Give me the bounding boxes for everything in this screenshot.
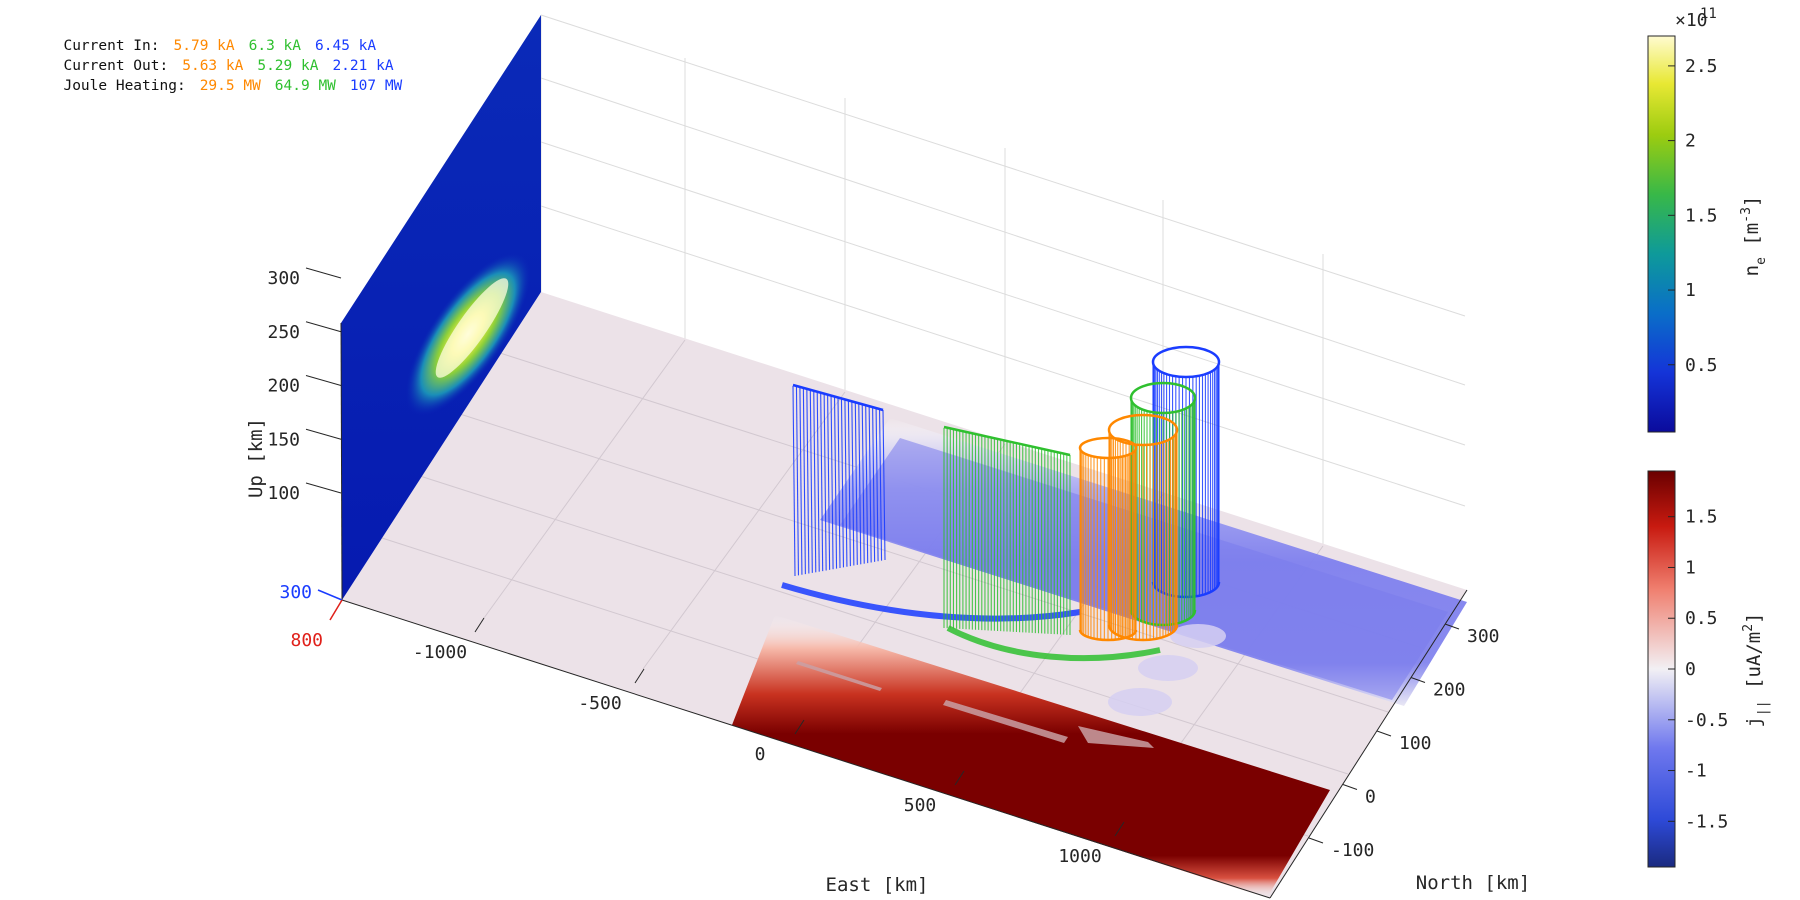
z-tick-mark	[305, 482, 342, 494]
colorbar-ne-label-close: ]	[1741, 196, 1763, 207]
x-tick-label: -500	[578, 693, 621, 714]
colorbar-j-label-unit: [uA/m	[1743, 632, 1765, 701]
colorbar-ne-label-unit: [m	[1741, 223, 1763, 257]
y-tick-label: 200	[1433, 680, 1466, 701]
x-tick-mark	[474, 617, 485, 633]
annotation-current-in: Current In: 5.79 kA 6.3 kA 6.45 kA	[46, 22, 390, 54]
j-parallel-positive-band	[732, 615, 1330, 898]
colorbar-ne-label-sub: e	[1754, 257, 1769, 265]
colorbar-tick-label: 1.5	[1685, 507, 1718, 528]
colorbar-ne-label-main: n	[1741, 265, 1763, 276]
x-tick-label: 0	[755, 744, 766, 765]
colorbar-tick-label: 0	[1685, 659, 1696, 680]
value-orange: 5.79 kA	[173, 38, 235, 54]
ne-wall	[341, 15, 541, 600]
y-tick-mark	[1376, 730, 1392, 737]
y-tick-label: 100	[1399, 733, 1432, 754]
x-tick-mark	[954, 770, 965, 786]
annotation-label: Joule Heating:	[63, 78, 186, 94]
x-axis-label: East [km]	[826, 874, 929, 896]
band-streaks	[796, 661, 1154, 748]
annotation-joule-heating: Joule Heating: 29.5 MW 64.9 MW 107 MW	[46, 62, 416, 94]
colorbar-ne-label-sup: -3	[1739, 207, 1754, 223]
z-axis-ticks: 100 150 200 250 300	[267, 267, 342, 504]
y-tick-mark	[1342, 784, 1358, 790]
colorbar-tick-label: 1	[1685, 280, 1696, 301]
corner-label-blue: 300	[279, 582, 312, 603]
colorbar-tick-label: 2	[1685, 131, 1696, 152]
x-tick-mark	[634, 668, 645, 684]
z-tick-label: 300	[267, 268, 300, 289]
svg-text:ne [m-3]: ne [m-3]	[1739, 196, 1769, 277]
colorbar-tick-label: -1.5	[1685, 811, 1728, 832]
orange-sheet-tube	[1078, 436, 1138, 642]
colorbar-j-label-sup: 2	[1741, 624, 1756, 632]
z-tick-label: 150	[267, 429, 300, 450]
x-tick-mark	[794, 719, 805, 735]
z-tick-mark	[305, 428, 342, 440]
value-green: 5.29 kA	[257, 58, 319, 74]
colorbar-j: -1.5 -1 -0.5 0 0.5 1 1.5 j|| [uA/m2]	[1647, 470, 1771, 868]
colorbar-tick-label: 0.5	[1685, 355, 1718, 376]
annotation-current-out: Current Out: 5.63 kA 5.29 kA 2.21 kA	[46, 42, 408, 74]
value-blue: 6.45 kA	[315, 38, 377, 54]
z-tick-mark	[305, 267, 342, 279]
colorbar-ne-exponent: ×10	[1675, 10, 1708, 31]
z-tick-label: 200	[267, 376, 300, 397]
x-tick-label: 1000	[1058, 846, 1101, 867]
colorbar-j-label-main: j	[1743, 716, 1765, 727]
x-tick-mark	[1114, 821, 1125, 837]
corner-marker-blue	[317, 589, 343, 601]
corner-marker-red	[329, 599, 343, 621]
annotation-label: Current In:	[63, 38, 160, 54]
y-tick-label: 0	[1365, 787, 1376, 808]
colorbar-ne: 0.5 1 1.5 2 2.5 ×10 11 ne [m-3]	[1647, 6, 1769, 433]
x-tick-label: -1000	[413, 642, 467, 663]
axes-lines	[340, 322, 1468, 899]
colorbar-j-label-close: ]	[1743, 612, 1765, 623]
colorbar-tick-label: -1	[1685, 761, 1707, 782]
value-green: 64.9 MW	[274, 78, 336, 94]
current-loops	[781, 345, 1221, 662]
y-axis-label: North [km]	[1416, 872, 1530, 894]
x-tick-label: 500	[904, 795, 937, 816]
value-orange: 29.5 MW	[199, 78, 261, 94]
colorbar-tick-label: -0.5	[1685, 710, 1728, 731]
value-blue: 2.21 kA	[332, 58, 394, 74]
z-tick-label: 100	[267, 483, 300, 504]
y-tick-label: 300	[1467, 626, 1500, 647]
value-green: 6.3 kA	[248, 38, 301, 54]
green-loop-sheet	[943, 425, 1161, 662]
z-tick-label: 250	[267, 322, 300, 343]
svg-text:j|| [uA/m2]: j|| [uA/m2]	[1741, 612, 1771, 727]
value-orange: 5.63 kA	[182, 58, 244, 74]
z-tick-mark	[305, 321, 342, 333]
colorbar-ne-exponent-power: 11	[1700, 6, 1717, 22]
z-axis-label: Up [km]	[245, 418, 267, 498]
y-tick-mark	[1444, 623, 1460, 630]
y-axis-ticks: -100 0 100 200 300	[1308, 623, 1500, 861]
colorbar-tick-label: 2.5	[1685, 56, 1718, 77]
y-tick-mark	[1410, 677, 1426, 683]
colorbar-tick-label: 1	[1685, 557, 1696, 578]
annotation-label: Current Out:	[63, 58, 169, 74]
colorbar-j-label-sub: ||	[1756, 700, 1771, 716]
colorbar-tick-label: 0.5	[1685, 608, 1718, 629]
y-tick-mark	[1308, 837, 1324, 844]
z-tick-mark	[305, 375, 342, 386]
orange-tube	[1107, 413, 1179, 642]
y-tick-label: -100	[1331, 840, 1374, 861]
x-axis-ticks: -1000 -500 0 500 1000	[413, 617, 1125, 867]
value-blue: 107 MW	[349, 78, 403, 94]
colorbar-tick-label: 1.5	[1685, 205, 1718, 226]
band-blotches	[1108, 624, 1226, 716]
corner-label-red: 800	[290, 630, 323, 651]
